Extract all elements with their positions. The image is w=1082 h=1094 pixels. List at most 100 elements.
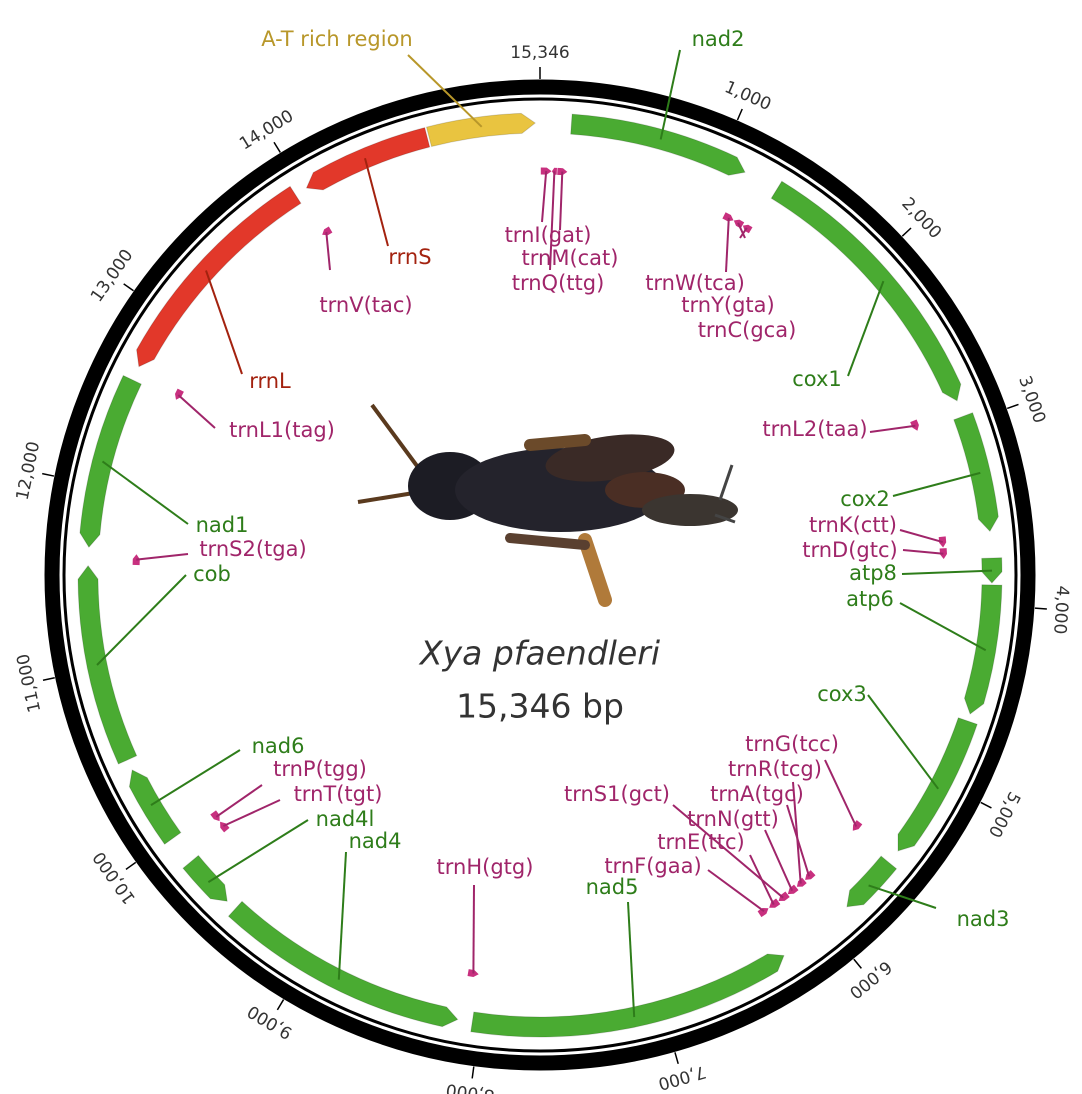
gene-arrow [305,126,431,191]
tick-label: 2,000 [897,194,945,243]
leader-line [659,49,681,140]
trna-arrow [175,388,184,400]
gene-arrow [136,185,302,368]
leader-line [215,784,263,818]
feature-label: rrnS [388,245,431,269]
feature-label: trnP(tgg) [273,757,367,781]
leader-line [337,851,347,980]
leader-line [407,54,483,128]
feature-label: trnH(gtg) [437,855,534,879]
species-name: Xya pfaendleri [418,634,660,673]
trna-arrow [132,554,140,566]
feature-label: trnF(gaa) [604,854,701,878]
leader-line [899,602,987,652]
leader-line [899,529,943,544]
gene-arrow [770,180,962,402]
tick-mark [273,141,281,153]
leader-line [737,222,746,239]
leader-line [627,901,636,1018]
leader-line [96,574,187,666]
tick-label: 1,000 [721,77,774,115]
tick-mark [125,861,137,870]
feature-label: trnG(tcc) [745,732,839,756]
feature-label: cob [193,562,231,586]
tick-label: 13,000 [87,246,138,306]
feature-label: trnS2(tga) [199,537,306,561]
leader-line [672,804,784,899]
leader-line [325,232,331,271]
feature-label: nad6 [252,734,305,758]
feature-label: cox1 [792,367,842,391]
leader-line [824,759,858,827]
gene-arrow [846,855,898,908]
trna-arrow [322,226,333,236]
trna-arrow [805,870,816,880]
leader-line [150,749,241,806]
leader-line [902,549,944,555]
feature-label: atp8 [849,561,897,585]
leader-line [177,394,216,429]
gene-arrow [953,412,999,533]
feature-label: trnK(ctt) [809,513,897,537]
feature-label: atp6 [846,587,894,611]
feature-label: trnC(gca) [698,318,797,342]
gene-arrow [77,564,138,765]
feature-label: trnS1(gct) [564,782,670,806]
feature-label: trnD(gtc) [802,538,897,562]
trna-arrow [742,224,753,234]
tick-label: 8,000 [445,1079,496,1094]
feature-label: trnE(ttc) [657,830,744,854]
trna-arrow [769,898,781,908]
feature-label: nad4 [349,829,402,853]
tick-label: 14,000 [236,106,297,154]
tick-label: 9,000 [244,1001,296,1043]
feature-label: trnT(tgt) [294,782,383,806]
leader-line [847,280,885,377]
feature-label: trnW(tca) [645,271,745,295]
gene-arrow [470,953,785,1038]
feature-label: trnQ(ttg) [512,271,605,295]
leader-line [869,424,916,433]
tick-mark [1034,607,1047,610]
tick-mark [123,283,134,292]
leader-line [867,694,940,790]
leader-line [222,799,281,827]
feature-label: cox3 [817,682,867,706]
feature-label: trnR(tcg) [728,757,822,781]
inner-ring [62,97,1018,1053]
feature-label: nad5 [586,875,639,899]
trna-arrow [787,884,799,895]
feature-label: trnN(gtt) [687,807,779,831]
feature-label: trnY(gta) [681,293,774,317]
tick-mark [1006,403,1019,410]
tick-mark [471,1066,475,1079]
gene-arrow [570,113,746,176]
leader-line [764,829,794,892]
genome-size: 15,346 bp [456,687,624,726]
feature-label: nad4l [316,807,375,831]
feature-label: trnL1(tag) [229,418,335,442]
leader-line [786,804,811,877]
leader-line [749,854,775,906]
tick-label: 12,000 [13,440,44,502]
gene-arrow [227,900,459,1028]
trna-arrow [757,908,769,918]
leader-line [472,884,475,974]
leader-line [101,460,189,525]
leader-line [136,553,189,561]
leader-line [868,884,937,909]
tick-label: 5,000 [984,788,1024,840]
feature-label: A-T rich region [261,27,412,51]
trna-arrow [722,212,734,222]
feature-label: rrnL [249,369,291,393]
feature-label: trnA(tgc) [710,782,804,806]
insect-photo [357,403,738,607]
gene-arrow [897,717,978,852]
tick-label: 6,000 [845,956,895,1002]
leader-line [207,819,309,883]
leader-line [549,171,556,271]
leader-line [541,170,548,223]
feature-label: trnI(gat) [505,223,592,247]
feature-label: trnM(cat) [522,246,619,270]
